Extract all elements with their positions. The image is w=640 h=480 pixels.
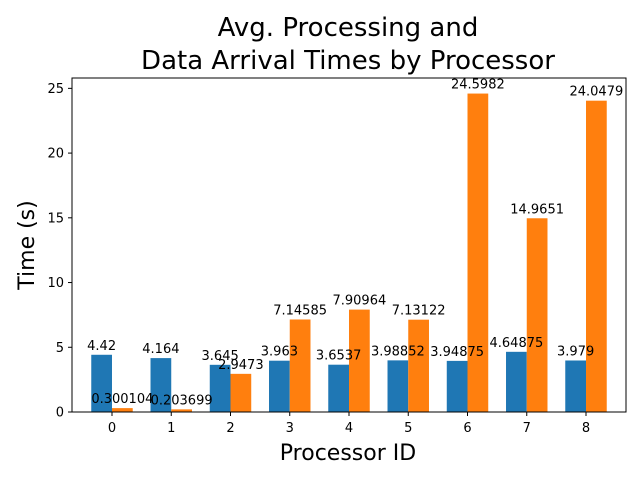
data-label-series-1-processor-8: 3.979: [557, 344, 594, 359]
data-label-series-1-processor-0: 4.42: [87, 339, 116, 354]
bar-series-2-processor-7: [526, 218, 548, 412]
x-axis-label: Processor ID: [280, 441, 416, 466]
data-label-series-1-processor-5: 3.98852: [371, 344, 425, 359]
bar-series-1-processor-4: [328, 364, 349, 412]
y-tick-label-0: 0: [56, 406, 64, 421]
y-tick-label-20: 20: [47, 147, 64, 162]
bar-series-2-processor-1: [171, 409, 192, 412]
bar-series-2-processor-0: [111, 408, 133, 412]
data-label-series-2-processor-2: 2.9473: [218, 358, 264, 373]
x-tick-label-7: 7: [523, 421, 531, 436]
bar-series-1-processor-3: [269, 360, 290, 412]
x-tick-label-0: 0: [108, 421, 116, 436]
y-tick-label-10: 10: [47, 276, 64, 291]
bar-series-2-processor-4: [349, 309, 370, 412]
x-tick-label-8: 8: [582, 421, 590, 436]
data-label-series-2-processor-3: 7.14585: [273, 303, 327, 318]
data-label-series-2-processor-5: 7.13122: [392, 304, 446, 319]
data-label-series-1-processor-3: 3.963: [261, 345, 298, 360]
bar-series-2-processor-3: [289, 319, 311, 412]
bar-series-2-processor-6: [467, 93, 489, 412]
data-label-series-2-processor-6: 24.5982: [451, 78, 505, 93]
x-tick-label-4: 4: [345, 421, 353, 436]
data-label-series-1-processor-1: 4.164: [142, 342, 179, 357]
bar-series-1-processor-0: [91, 354, 112, 412]
y-tick-label-25: 25: [47, 82, 64, 97]
chart-title-line-1: Avg. Processing and: [218, 13, 479, 43]
bar-series-2-processor-2: [230, 373, 252, 412]
y-tick-label-5: 5: [56, 341, 64, 356]
bar-series-1-processor-7: [506, 351, 527, 412]
x-tick-label-5: 5: [404, 421, 412, 436]
data-label-series-1-processor-2: 3.645: [202, 349, 239, 364]
y-tick-label-15: 15: [47, 211, 64, 226]
data-label-series-2-processor-8: 24.0479: [569, 85, 623, 100]
bar-series-1-processor-8: [565, 360, 587, 412]
data-label-series-1-processor-4: 3.6537: [316, 349, 362, 364]
bar-series-2-processor-8: [586, 100, 607, 413]
bar-series-1-processor-1: [150, 358, 172, 412]
axes-group: 0 5 10 15 20 25 0 1 2 3 4 5 6 7 8: [47, 77, 627, 436]
data-label-series-2-processor-4: 7.90964: [332, 294, 386, 309]
bar-series-2-processor-5: [408, 319, 429, 412]
bars-group: [91, 93, 607, 413]
x-tick-label-2: 2: [226, 421, 234, 436]
x-tick-label-3: 3: [286, 421, 294, 436]
data-label-series-2-processor-0: 0.300104: [91, 392, 153, 407]
bar-series-1-processor-5: [387, 360, 409, 412]
x-tick-label-6: 6: [463, 421, 471, 436]
x-tick-label-1: 1: [167, 421, 175, 436]
bar-series-1-processor-2: [209, 364, 231, 412]
data-label-series-1-processor-6: 3.94875: [430, 345, 484, 360]
data-label-series-2-processor-7: 14.9651: [510, 202, 564, 217]
data-labels-group: 4.42 4.164 3.645 3.963 3.6537 3.98852 3.94875 4…: [87, 78, 623, 409]
data-label-series-1-processor-7: 4.64875: [490, 336, 544, 351]
chart-title-line-2: Data Arrival Times by Processor: [141, 46, 555, 76]
bar-series-1-processor-6: [446, 360, 468, 412]
data-label-series-2-processor-1: 0.203699: [151, 393, 213, 408]
y-axis-label: Time (s): [15, 200, 40, 290]
